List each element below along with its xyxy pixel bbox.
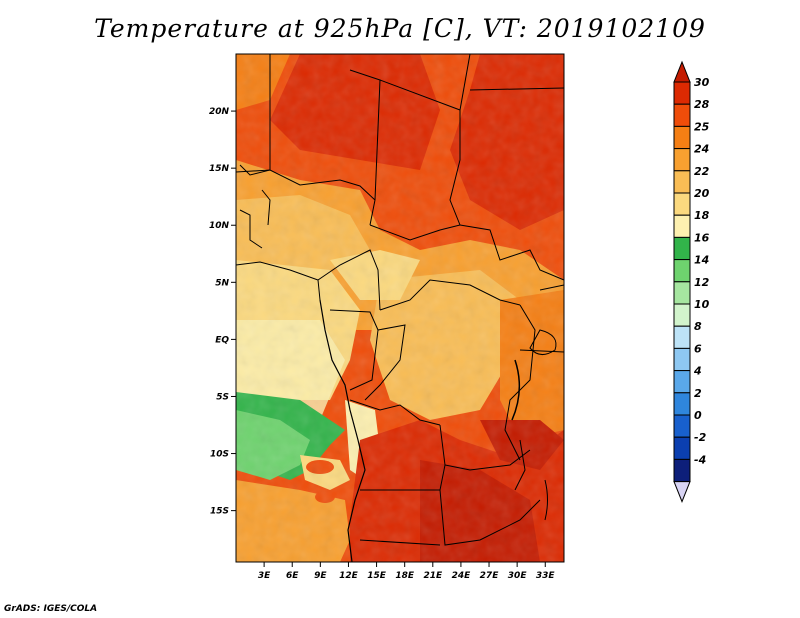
colorbar-label: 30 <box>694 76 710 89</box>
colorbar-swatch <box>673 458 691 483</box>
longitude-axis: 3E 6E 9E 12E 15E 18E 21E 24E 27E 30E 33E <box>258 562 556 581</box>
colorbar-swatch <box>673 325 691 349</box>
latitude-axis: 20N 15N 10N 5N EQ 5S 10S 15S <box>209 107 236 517</box>
colorbar-swatch <box>673 148 691 172</box>
lon-tick-label: 15E <box>367 571 387 581</box>
lon-tick-label: 18E <box>395 571 415 581</box>
colorbar-label: 2 <box>694 387 702 400</box>
lon-tick-label: 33E <box>536 571 556 581</box>
lat-tick-label: 20N <box>209 107 230 117</box>
lon-tick-label: 3E <box>258 571 271 581</box>
colorbar-swatch <box>673 81 691 105</box>
colorbar-swatch <box>673 347 691 372</box>
colorbar-label: 8 <box>694 320 702 333</box>
colorbar-swatch <box>673 414 691 438</box>
map-title: Temperature at 925hPa [C], VT: 201910210… <box>94 14 706 43</box>
colorbar-label: 18 <box>694 209 710 222</box>
colorbar-swatch <box>673 259 691 283</box>
colorbar-swatch <box>673 170 691 194</box>
temperature-field <box>236 54 564 562</box>
colorbar-label: 6 <box>694 342 702 355</box>
lat-tick-label: 10N <box>209 221 230 231</box>
lat-tick-label: 15S <box>210 507 229 517</box>
colorbar-swatch <box>673 392 691 416</box>
colorbar-label: 24 <box>694 143 709 156</box>
country-borders <box>235 53 565 563</box>
lon-tick-label: 12E <box>339 571 359 581</box>
footer-credit: GrADS: IGES/COLA <box>4 604 98 614</box>
colorbar-swatch <box>673 370 691 394</box>
colorbar-swatch <box>673 103 691 127</box>
colorbar-label: -2 <box>694 431 707 444</box>
map-frame <box>235 53 565 563</box>
lon-tick-label: 6E <box>286 571 299 581</box>
lon-tick-label: 24E <box>452 571 472 581</box>
colorbar-swatch <box>673 236 691 261</box>
colorbar-label: 28 <box>694 98 710 111</box>
lon-tick-label: 30E <box>508 571 528 581</box>
colorbar-swatch <box>673 214 691 238</box>
colorbar-label: 10 <box>694 298 710 311</box>
lat-tick-label: 10S <box>210 450 229 460</box>
colorbar-label: 12 <box>694 276 710 289</box>
lon-tick-label: 21E <box>423 571 443 581</box>
colorbar-swatch <box>673 303 691 327</box>
colorbar-swatch <box>673 436 691 460</box>
colorbar-label: 16 <box>694 231 710 244</box>
lat-tick-label: 15N <box>209 164 230 174</box>
colorbar-swatch <box>673 192 691 216</box>
lat-tick-label: 5S <box>216 392 229 402</box>
colorbar-bottom-arrow <box>673 481 691 503</box>
lat-tick-label: 5N <box>215 278 229 288</box>
lon-tick-label: 27E <box>480 571 500 581</box>
colorbar-swatch <box>673 125 691 150</box>
colorbar-label: 0 <box>694 409 702 422</box>
colorbar-label: 20 <box>694 187 710 200</box>
lat-tick-label: EQ <box>215 335 229 345</box>
colorbar-label: 14 <box>694 254 709 267</box>
colorbar-top-arrow <box>673 60 691 83</box>
colorbar-label: -4 <box>694 453 706 466</box>
colorbar-swatch <box>673 281 691 305</box>
lon-tick-label: 9E <box>314 571 327 581</box>
colorbar-label: 22 <box>694 165 710 178</box>
colorbar-label: 25 <box>694 120 710 133</box>
colorbar-label: 4 <box>693 365 702 378</box>
